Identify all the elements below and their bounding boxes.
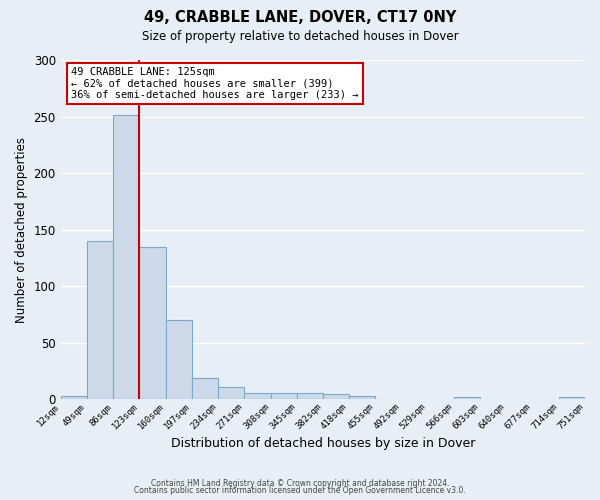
Bar xyxy=(139,246,166,400)
Bar xyxy=(297,392,323,400)
Text: 49, CRABBLE LANE, DOVER, CT17 0NY: 49, CRABBLE LANE, DOVER, CT17 0NY xyxy=(144,10,456,25)
X-axis label: Distribution of detached houses by size in Dover: Distribution of detached houses by size … xyxy=(170,437,475,450)
Bar xyxy=(323,394,349,400)
Bar xyxy=(271,392,297,400)
Bar xyxy=(349,396,375,400)
Text: Size of property relative to detached houses in Dover: Size of property relative to detached ho… xyxy=(142,30,458,43)
Text: Contains HM Land Registry data © Crown copyright and database right 2024.: Contains HM Land Registry data © Crown c… xyxy=(151,478,449,488)
Bar xyxy=(192,378,218,400)
Bar xyxy=(218,387,244,400)
Bar xyxy=(113,116,139,400)
Bar xyxy=(87,241,113,400)
Bar xyxy=(61,396,87,400)
Bar xyxy=(244,392,271,400)
Bar xyxy=(454,397,480,400)
Y-axis label: Number of detached properties: Number of detached properties xyxy=(15,136,28,322)
Bar xyxy=(166,320,192,400)
Bar xyxy=(559,397,585,400)
Text: 49 CRABBLE LANE: 125sqm
← 62% of detached houses are smaller (399)
36% of semi-d: 49 CRABBLE LANE: 125sqm ← 62% of detache… xyxy=(71,67,359,100)
Text: Contains public sector information licensed under the Open Government Licence v3: Contains public sector information licen… xyxy=(134,486,466,495)
